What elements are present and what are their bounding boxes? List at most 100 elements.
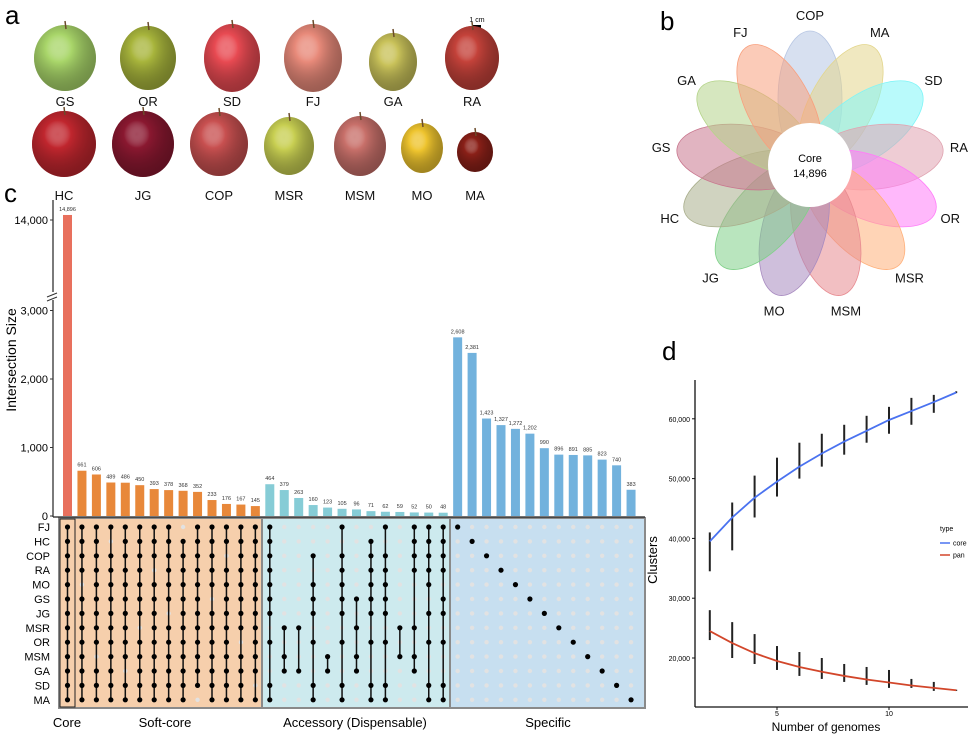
matrix-dot-empty: [599, 697, 605, 702]
matrix-dot-filled: [137, 582, 143, 588]
matrix-dot-empty: [599, 654, 605, 659]
matrix-dot-filled: [339, 553, 345, 559]
bar-value-label: 52: [411, 504, 417, 510]
matrix-dot-filled: [310, 682, 316, 689]
matrix-dot-filled: [151, 639, 157, 645]
matrix-dot-filled: [64, 567, 71, 573]
bar-value-label: 489: [106, 475, 115, 481]
matrix-dot-filled: [122, 524, 128, 530]
matrix-dot-empty: [325, 611, 330, 616]
matrix-dot-empty: [397, 568, 403, 573]
matrix-dot-filled: [556, 625, 562, 631]
set-row-label: SD: [35, 680, 50, 692]
matrix-dot-empty: [542, 668, 547, 674]
matrix-dot-empty: [397, 596, 403, 602]
matrix-dot-filled: [64, 538, 71, 545]
intersection-bar: [106, 482, 116, 516]
matrix-dot-filled: [252, 697, 258, 703]
matrix-dot-filled: [339, 697, 345, 703]
matrix-dot-empty: [628, 668, 634, 674]
matrix-dot-empty: [527, 668, 533, 674]
apple-stem: [474, 127, 477, 137]
matrix-dot-filled: [137, 538, 143, 545]
matrix-dot-empty: [585, 539, 590, 544]
matrix-dot-filled: [194, 538, 201, 545]
matrix-dot-empty: [628, 539, 634, 544]
matrix-dot-empty: [498, 697, 504, 702]
matrix-dot-filled: [585, 654, 591, 660]
matrix-dot-empty: [498, 524, 504, 530]
matrix-dot-empty: [527, 582, 533, 587]
matrix-dot-filled: [209, 654, 215, 660]
matrix-dot-filled: [252, 625, 258, 631]
apple-shading: [112, 111, 174, 177]
matrix-dot-empty: [614, 654, 619, 659]
matrix-dot-filled: [267, 697, 273, 703]
intersection-bar: [207, 500, 217, 516]
matrix-dot-empty: [325, 625, 330, 630]
matrix-dot-filled: [238, 524, 244, 530]
matrix-dot-empty: [368, 524, 374, 530]
apple-stem: [392, 28, 395, 38]
intersection-bar: [409, 512, 419, 516]
intersection-bar: [380, 511, 390, 516]
matrix-dot-filled: [64, 654, 71, 660]
matrix-dot-filled: [223, 697, 230, 703]
matrix-dot-filled: [137, 596, 143, 602]
matrix-dot-filled: [64, 596, 71, 602]
y-tick-label: 40,000: [669, 536, 691, 543]
set-row-label: MO: [32, 580, 50, 592]
matrix-dot-empty: [484, 654, 489, 659]
matrix-dot-filled: [79, 654, 85, 660]
matrix-dot-filled: [194, 610, 201, 617]
matrix-dot-filled: [440, 682, 446, 689]
matrix-dot-filled: [325, 668, 331, 674]
matrix-dot-empty: [397, 611, 403, 616]
matrix-dot-filled: [252, 610, 258, 617]
matrix-dot-filled: [122, 625, 128, 631]
apple-label: COP: [205, 188, 233, 203]
matrix-dot-filled: [411, 538, 417, 545]
matrix-dot-filled: [122, 639, 128, 645]
matrix-dot-filled: [397, 654, 403, 660]
matrix-dot-filled: [108, 596, 114, 602]
matrix-dot-filled: [238, 538, 244, 545]
matrix-dot-filled: [411, 567, 417, 573]
matrix-dot-empty: [282, 683, 287, 688]
intersection-bar: [612, 465, 622, 516]
matrix-dot-filled: [411, 625, 417, 631]
bar-value-label: 450: [135, 477, 144, 483]
matrix-dot-empty: [325, 539, 330, 544]
matrix-dot-empty: [614, 640, 619, 645]
matrix-dot-empty: [455, 611, 460, 616]
matrix-dot-filled: [108, 697, 114, 703]
matrix-dot-filled: [194, 582, 201, 588]
matrix-dot-filled: [527, 596, 533, 602]
matrix-dot-filled: [368, 567, 374, 573]
matrix-dot-empty: [325, 553, 330, 558]
matrix-dot-empty: [282, 568, 287, 573]
matrix-dot-filled: [382, 682, 388, 689]
matrix-dot-filled: [194, 639, 201, 645]
matrix-dot-empty: [296, 568, 301, 573]
bar-value-label: 378: [164, 482, 173, 488]
matrix-dot-filled: [209, 524, 215, 530]
matrix-dot-empty: [542, 654, 547, 659]
matrix-dot-empty: [527, 625, 533, 630]
matrix-dot-empty: [628, 625, 634, 630]
matrix-dot-filled: [411, 524, 417, 530]
matrix-dot-filled: [455, 524, 461, 530]
bar-value-label: 486: [121, 475, 130, 481]
matrix-dot-empty: [469, 568, 475, 573]
matrix-dot-empty: [484, 568, 489, 573]
matrix-dot-filled: [93, 596, 99, 602]
intersection-bar: [366, 511, 376, 516]
matrix-dot-empty: [513, 553, 518, 558]
matrix-dot-filled: [137, 610, 143, 617]
matrix-dot-filled: [209, 668, 215, 674]
matrix-dot-filled: [108, 668, 114, 674]
bar-value-label: 145: [251, 498, 260, 504]
matrix-dot-filled: [166, 538, 172, 545]
matrix-dot-empty: [325, 524, 330, 530]
matrix-dot-filled: [411, 553, 417, 559]
